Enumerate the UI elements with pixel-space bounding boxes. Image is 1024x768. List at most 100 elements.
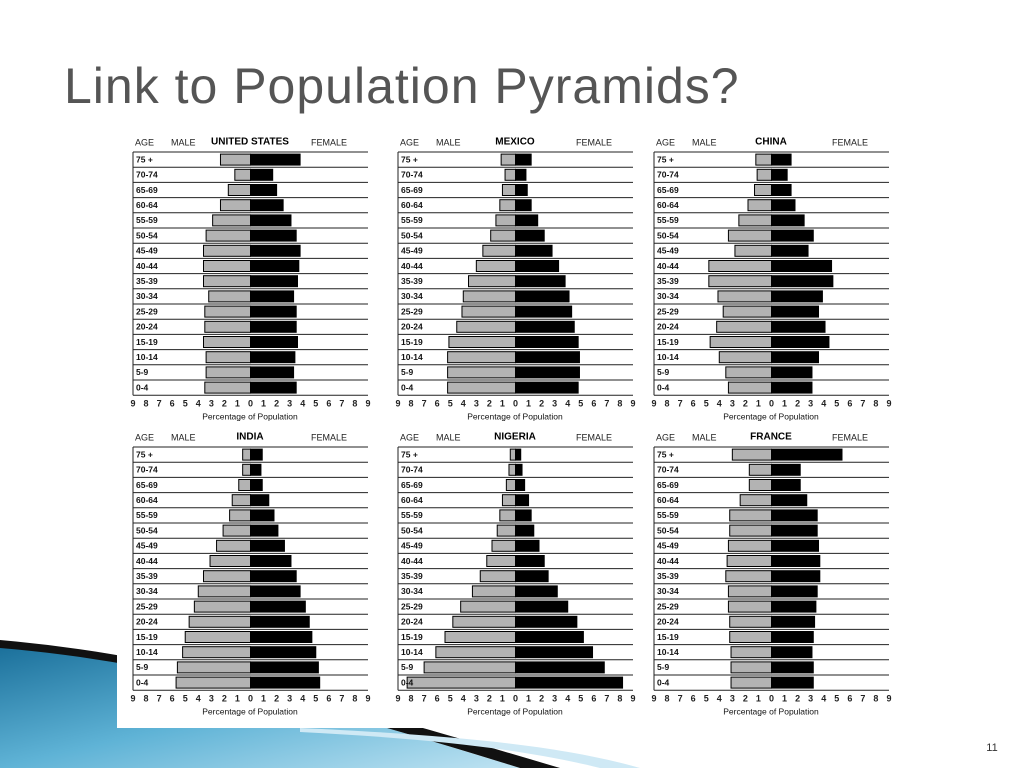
bar (227, 184, 252, 196)
bar (250, 153, 301, 166)
age-label: 0-4 (401, 382, 414, 392)
bar (475, 260, 517, 272)
x-tick-label: 9 (365, 399, 370, 409)
x-tick-label: 3 (808, 399, 813, 409)
bar (515, 260, 560, 272)
legend-female: FEMALE (576, 137, 612, 147)
bar (193, 600, 252, 613)
bar (203, 570, 251, 583)
age-label: 45-49 (136, 541, 158, 551)
x-tick-label: 6 (691, 694, 696, 704)
x-tick-label: 7 (339, 694, 344, 704)
bar (771, 366, 813, 379)
bar (184, 631, 252, 643)
bar (250, 351, 296, 364)
bar (203, 260, 251, 272)
x-tick-label: 8 (873, 694, 878, 704)
bar (222, 524, 251, 537)
x-tick-label: 3 (474, 694, 479, 704)
bar (515, 509, 532, 522)
bar (748, 463, 772, 476)
legend-male: MALE (436, 432, 461, 442)
age-label: 20-24 (657, 617, 679, 627)
x-tick-label: 7 (678, 694, 683, 704)
x-tick-label: 3 (474, 399, 479, 409)
x-tick-label: 1 (235, 399, 240, 409)
x-tick-label: 8 (617, 694, 622, 704)
age-label: 35-39 (657, 571, 679, 581)
bar (729, 615, 773, 628)
age-label: 0-4 (657, 382, 670, 392)
bar (250, 381, 297, 394)
bar (771, 260, 833, 272)
bar (731, 448, 772, 461)
x-tick-label: 5 (578, 399, 583, 409)
bar (725, 570, 772, 583)
bar (447, 351, 516, 364)
age-label: 10-14 (657, 647, 679, 657)
bar (250, 676, 321, 689)
bar (755, 153, 772, 166)
bar (771, 351, 819, 364)
bar (452, 615, 517, 628)
bar (771, 646, 813, 659)
x-axis-label: Percentage of Population (202, 411, 298, 421)
bar (771, 244, 809, 257)
age-label: 70-74 (657, 170, 679, 180)
bar (730, 676, 772, 689)
bar (250, 494, 270, 507)
x-tick-label: 3 (209, 399, 214, 409)
age-label: 15-19 (136, 632, 158, 642)
bar (515, 199, 532, 212)
age-label: 25-29 (136, 306, 158, 316)
bar (250, 570, 297, 583)
bar (238, 479, 251, 491)
x-tick-label: 1 (526, 399, 531, 409)
x-tick-label: 6 (326, 694, 331, 704)
age-label: 5-9 (401, 662, 414, 672)
age-label: 0-4 (657, 677, 670, 687)
x-tick-label: 8 (352, 694, 357, 704)
x-tick-label: 4 (196, 399, 201, 409)
bar (486, 555, 516, 567)
age-label: 65-69 (657, 480, 679, 490)
x-tick-label: 7 (422, 694, 427, 704)
bar (515, 336, 579, 348)
bar (505, 479, 517, 491)
bar (708, 260, 772, 272)
bar (250, 275, 298, 288)
age-label: 75 + (136, 154, 153, 164)
x-tick-label: 9 (130, 694, 135, 704)
bar (495, 214, 516, 227)
bar (515, 615, 578, 628)
bar (515, 320, 575, 333)
bar (727, 229, 773, 242)
x-tick-label: 9 (630, 694, 635, 704)
bar (515, 600, 569, 613)
bar (250, 539, 285, 552)
age-label: 15-19 (136, 337, 158, 347)
age-label: 75 + (401, 449, 418, 459)
age-label: 35-39 (401, 571, 423, 581)
x-tick-label: 1 (782, 694, 787, 704)
x-tick-label: 9 (630, 399, 635, 409)
bar (771, 539, 819, 552)
age-label: 35-39 (657, 276, 679, 286)
bar (771, 199, 796, 212)
age-label: 70-74 (136, 465, 158, 475)
x-tick-label: 6 (691, 399, 696, 409)
age-label: 55-59 (136, 215, 158, 225)
bar (229, 509, 252, 522)
legend-female: FEMALE (832, 137, 868, 147)
bar (771, 494, 808, 507)
age-label: 65-69 (401, 480, 423, 490)
chart-title: MEXICO (495, 137, 535, 148)
age-label: 5-9 (657, 662, 670, 672)
age-label: 5-9 (657, 367, 670, 377)
age-label: 45-49 (401, 246, 423, 256)
bar (219, 153, 252, 166)
x-axis-label: Percentage of Population (202, 706, 298, 716)
bar (496, 524, 517, 537)
age-label: 5-9 (401, 367, 414, 377)
age-label: 70-74 (401, 170, 423, 180)
